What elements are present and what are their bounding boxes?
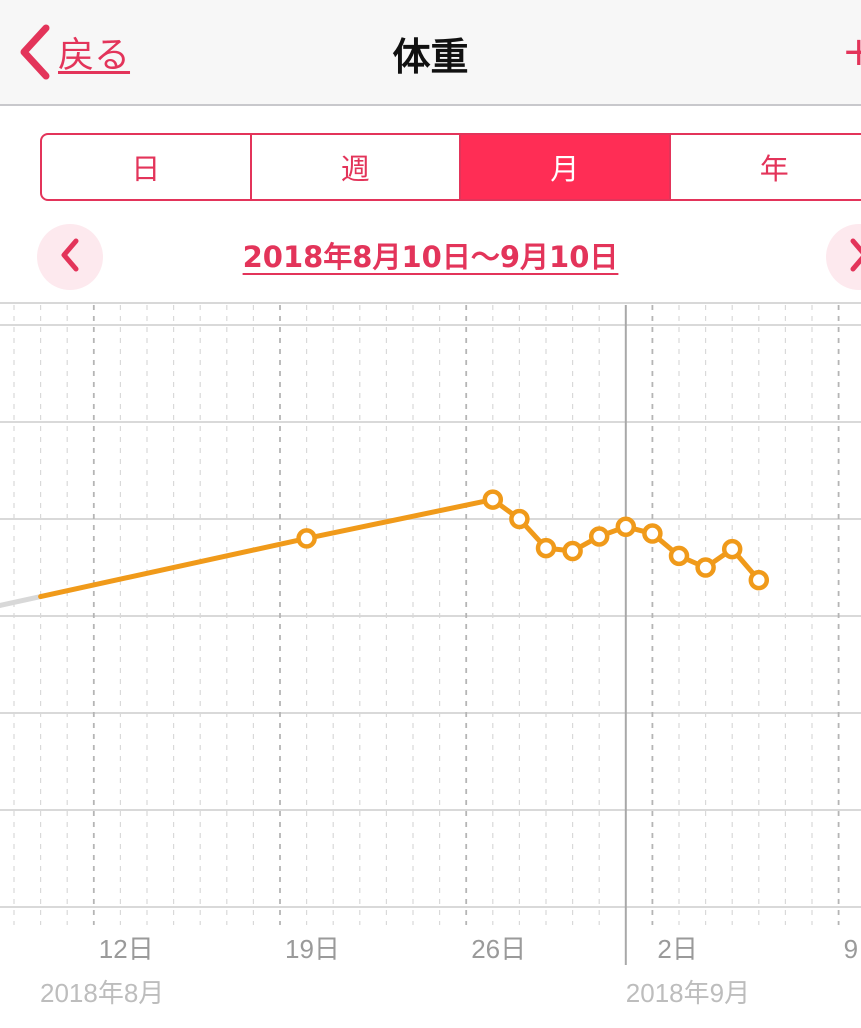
chart-canvas: 12日 19日 26日 2日 9 2018年8月 2018年9月 bbox=[0, 300, 861, 1024]
chart-grid bbox=[0, 303, 861, 965]
navigation-bar: 戻る 体重 + bbox=[0, 0, 861, 106]
data-point bbox=[644, 526, 660, 542]
weight-series-line bbox=[41, 500, 759, 597]
data-point bbox=[698, 560, 714, 576]
previous-period-line bbox=[0, 597, 41, 606]
data-point bbox=[724, 541, 740, 557]
page-title: 体重 bbox=[0, 26, 861, 81]
data-point bbox=[485, 492, 501, 508]
date-range-label[interactable]: 2018年8月10日〜9月10日 bbox=[0, 234, 861, 276]
add-data-button[interactable]: + bbox=[842, 22, 861, 82]
chevron-right-icon bbox=[848, 238, 861, 276]
data-point bbox=[671, 548, 687, 564]
data-point bbox=[511, 511, 527, 527]
x-tick-label: 2日 bbox=[657, 934, 697, 964]
month-label: 2018年8月 bbox=[40, 978, 164, 1008]
segment-day[interactable]: 日 bbox=[42, 135, 252, 199]
x-tick-label: 26日 bbox=[471, 934, 526, 964]
x-tick-label: 12日 bbox=[99, 934, 154, 964]
data-point bbox=[565, 543, 581, 559]
data-point bbox=[591, 528, 607, 544]
data-point bbox=[618, 519, 634, 535]
month-label: 2018年9月 bbox=[626, 978, 750, 1008]
segment-month[interactable]: 月 bbox=[461, 135, 671, 199]
data-point bbox=[751, 572, 767, 588]
segment-year[interactable]: 年 bbox=[671, 135, 861, 199]
weight-chart: 12日 19日 26日 2日 9 2018年8月 2018年9月 bbox=[0, 300, 861, 1024]
data-point bbox=[299, 530, 315, 546]
data-point bbox=[538, 540, 554, 556]
chart-series bbox=[0, 500, 759, 606]
chart-points bbox=[299, 492, 767, 589]
period-segmented-control: 日 週 月 年 bbox=[40, 133, 861, 201]
x-tick-label: 19日 bbox=[285, 934, 340, 964]
chart-axis-labels: 12日 19日 26日 2日 9 2018年8月 2018年9月 bbox=[40, 934, 858, 1008]
x-tick-label: 9 bbox=[844, 934, 858, 964]
segment-week[interactable]: 週 bbox=[252, 135, 462, 199]
